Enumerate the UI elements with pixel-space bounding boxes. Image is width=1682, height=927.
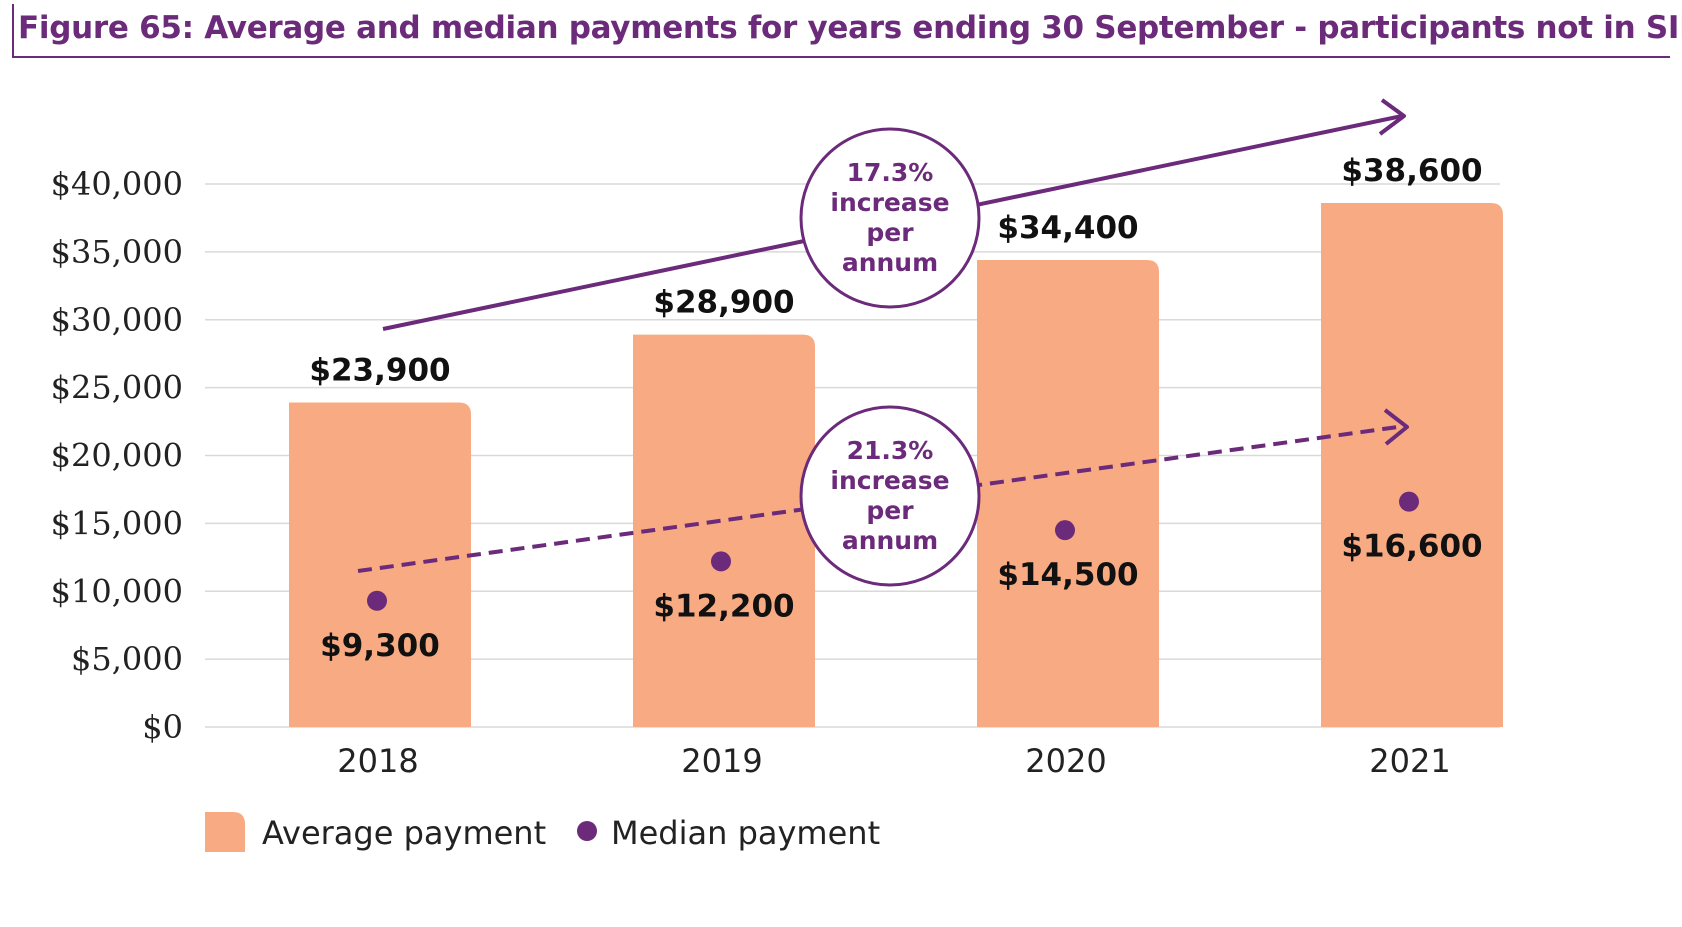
value-labels: $23,900 $9,300 $28,900 $12,200 $34,400 $14,50… [309,153,1482,664]
bar-2019 [633,334,815,727]
annotation-circle [799,405,981,587]
annotation-text: annum [842,248,938,277]
average-label-2021: $38,600 [1341,153,1482,189]
legend-swatch-average [205,812,245,852]
median-label-2018: $9,300 [320,628,440,664]
x-tick-label: 2018 [337,742,418,780]
average-label-2019: $28,900 [653,285,794,321]
x-tick-label: 2019 [681,742,762,780]
y-tick-label: $30,000 [51,301,183,339]
average-label-2020: $34,400 [997,210,1138,246]
y-tick-label: $25,000 [51,369,183,407]
legend-swatch-median [577,821,597,841]
annotation-text: per [866,218,914,247]
y-tick-label: $40,000 [51,165,183,203]
median-point-2018 [367,590,387,611]
annotation-text: 21.3% [847,436,934,465]
bar-2020 [977,260,1159,727]
annotation-text: 17.3% [847,158,934,187]
bar-2018 [289,402,471,727]
median-label-2021: $16,600 [1341,529,1482,565]
y-tick-label: $5,000 [71,640,183,678]
chart-title: Figure 65: Average and median payments f… [18,10,1682,46]
y-axis: $0 $5,000 $10,000 $15,000 $20,000 $25,000 $30,… [51,165,183,746]
x-tick-label: 2021 [1369,742,1450,780]
median-point-2019 [711,551,731,572]
median-label-2019: $12,200 [653,588,794,624]
median-label-2020: $14,500 [997,557,1138,593]
annotation-text: annum [842,526,938,555]
legend-label-median: Median payment [611,814,880,852]
annotation-circle [799,127,981,309]
growth-annotations: 17.3%increaseperannum21.3%increaseperann… [799,127,981,587]
average-arrowhead [1378,98,1406,136]
y-tick-label: $35,000 [51,233,183,271]
annotation-text: increase [830,466,949,495]
annotation-text: per [866,496,914,525]
annotation-text: increase [830,188,949,217]
legend: Average payment Median payment [205,812,880,852]
median-arrowhead [1383,408,1409,446]
median-point-2021 [1399,491,1419,512]
bar-2021 [1321,203,1503,727]
x-axis: 2018 2019 2020 2021 [337,742,1450,780]
y-tick-label: $10,000 [51,572,183,610]
title-frame: Figure 65: Average and median payments f… [12,4,1682,58]
y-tick-label: $15,000 [51,504,183,542]
median-point-2020 [1055,520,1075,541]
legend-label-average: Average payment [262,814,546,852]
average-bars [289,203,1503,727]
x-tick-label: 2020 [1025,742,1106,780]
average-label-2018: $23,900 [309,353,450,389]
y-tick-label: $0 [142,708,183,746]
y-tick-label: $20,000 [51,437,183,475]
median-points [367,491,1419,611]
